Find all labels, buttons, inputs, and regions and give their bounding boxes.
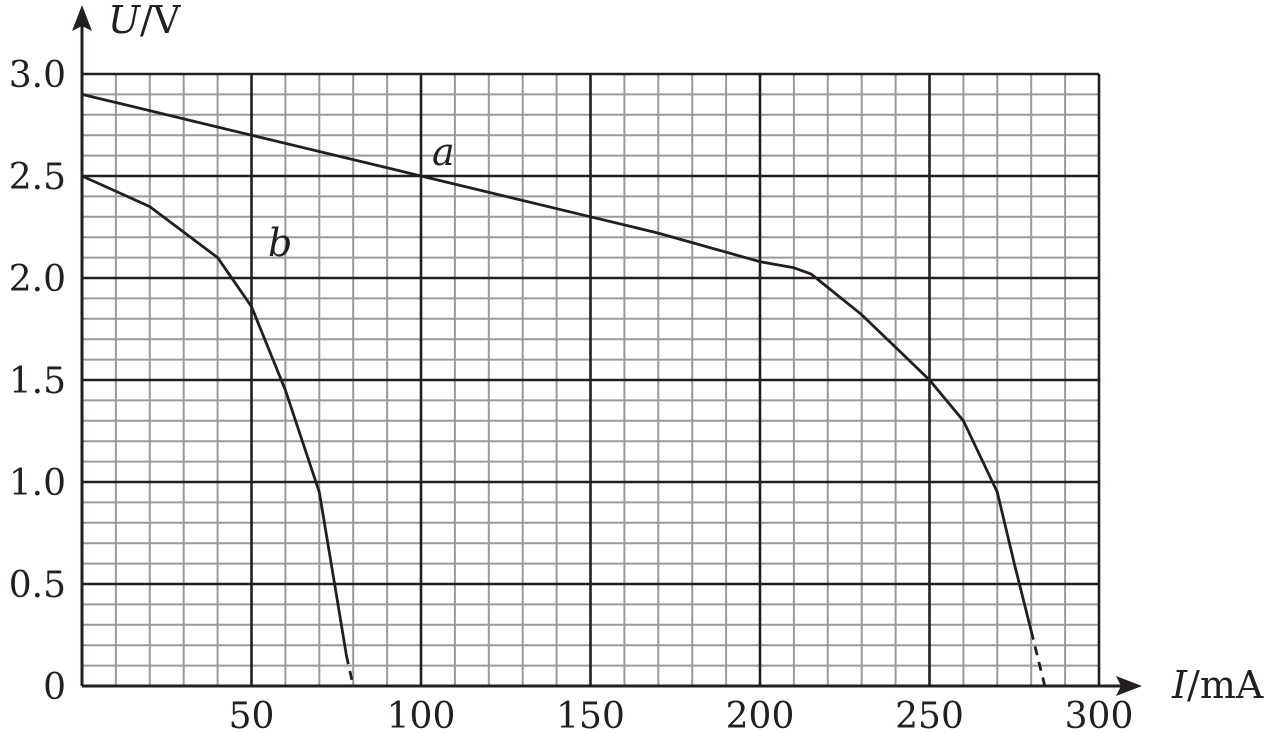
axes xyxy=(72,5,1142,696)
y-tick-label: 2.5 xyxy=(9,157,66,198)
y-tick-label: 2.0 xyxy=(9,259,66,300)
x-axis-unit: mA xyxy=(1200,663,1264,707)
tick-labels: 50 100 150 200 250 300 0 0.5 1.0 1.5 2.0 2.5 3.0 xyxy=(9,55,1134,733)
y-tick-label: 0.5 xyxy=(9,565,66,606)
x-tick-label: 250 xyxy=(895,696,964,733)
y-tick-label: 0 xyxy=(43,667,66,708)
y-axis-unit: V xyxy=(152,0,181,42)
y-axis-label: U/V xyxy=(108,0,181,42)
series-b-extrapolation xyxy=(345,655,355,687)
x-tick-label: 150 xyxy=(556,696,625,733)
x-tick-label: 200 xyxy=(726,696,795,733)
y-tick-label: 1.5 xyxy=(9,361,66,402)
curves xyxy=(80,93,1047,687)
x-axis-slash: / xyxy=(1187,663,1200,707)
series-label-a: a xyxy=(432,130,455,174)
series-a-line xyxy=(80,93,1033,633)
series-b-line xyxy=(80,174,348,657)
y-axis-symbol: U xyxy=(108,0,142,42)
series-a-extrapolation xyxy=(1029,630,1047,687)
series-label-b: b xyxy=(268,221,292,265)
x-tick-label: 100 xyxy=(387,696,456,733)
x-axis-symbol: I xyxy=(1171,663,1188,707)
x-axis-arrow xyxy=(1116,676,1142,696)
y-tick-label: 3.0 xyxy=(9,55,66,96)
y-tick-label: 1.0 xyxy=(9,463,66,504)
y-axis-arrow xyxy=(72,5,92,31)
x-axis-label: I/mA xyxy=(1171,663,1264,707)
x-tick-label: 50 xyxy=(229,696,275,733)
x-tick-label: 300 xyxy=(1065,696,1134,733)
y-axis-slash: / xyxy=(140,0,153,42)
major-grid xyxy=(82,72,1101,686)
